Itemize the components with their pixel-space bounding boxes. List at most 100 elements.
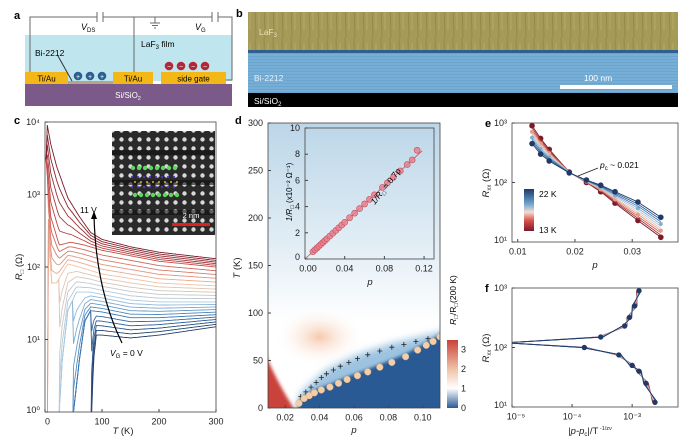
- y-tick-label: 10³: [27, 190, 40, 200]
- pc-pointer: [577, 167, 599, 177]
- atom-marker: [154, 165, 160, 171]
- negative-charge: [188, 61, 198, 71]
- x-axis-label: p: [350, 425, 356, 436]
- negative-charge-sign: −: [167, 64, 171, 71]
- x-tick-label: 300: [208, 417, 223, 427]
- resistance-curve: [45, 159, 216, 275]
- crossover-marker: [425, 336, 431, 342]
- positive-charge: [85, 71, 95, 81]
- atom-marker: [142, 165, 148, 171]
- inset-scale-label: 2 nm: [183, 211, 200, 220]
- vds-label: VDS: [81, 22, 95, 34]
- resistance-curve: [91, 326, 216, 412]
- data-point: [643, 380, 649, 386]
- inset-data-point: [341, 219, 348, 226]
- inset-x-tick-label: 0.04: [336, 264, 354, 274]
- data-point: [658, 234, 664, 241]
- negative-charge-sign: −: [179, 64, 183, 71]
- panel-f-scaling-collapse: f 10⁻⁵ 10⁻⁴ 10⁻³ 10¹ 10² 10³ |p-pc|/T -1/zν Rxx…: [481, 283, 679, 438]
- inset-x-tick-label: 0.00: [299, 264, 317, 274]
- scaled-curve: [511, 290, 642, 343]
- panel-label-c: c: [14, 115, 20, 127]
- scaled-curve: [511, 342, 656, 403]
- panel-label-d: d: [235, 115, 242, 127]
- arrow-head-icon: [91, 211, 97, 219]
- colorbar-tick-label: 3: [461, 345, 466, 355]
- data-point: [530, 129, 535, 134]
- positive-charge-sign: +: [76, 74, 80, 81]
- atom-marker: [150, 192, 156, 198]
- atom-marker: [166, 165, 172, 171]
- x-tick-label: 0.06: [345, 413, 363, 423]
- x-tick-label: 0.10: [414, 413, 432, 423]
- bi2212-layer-label: Bi-2212: [254, 73, 284, 83]
- resistance-curve: [45, 159, 216, 266]
- atom-marker: [144, 192, 150, 198]
- crossover-marker: [377, 348, 383, 354]
- inset-data-point: [390, 174, 397, 181]
- x-tick-label: 0.02: [276, 413, 294, 423]
- tc-marker: [402, 353, 410, 361]
- resistance-curve: [47, 239, 216, 303]
- y-tick-label: 10¹: [494, 235, 507, 245]
- data-point: [658, 214, 664, 221]
- panel-a-device-schematic: a VDS VG LaF3 film Bi-2212 Ti/Au Ti/Au s…: [14, 10, 233, 106]
- resistance-curve: [45, 125, 216, 260]
- data-point: [658, 228, 663, 233]
- scaled-curve: [511, 342, 654, 403]
- scaled-curve: [511, 342, 658, 403]
- inset-data-point: [403, 161, 411, 168]
- y-tick-label: 100: [248, 308, 263, 318]
- electrode-left: [25, 72, 68, 84]
- crossover-marker: [323, 371, 329, 377]
- data-point: [636, 368, 642, 374]
- inset-y-tick-label: 8: [295, 149, 300, 159]
- y-tick-label: 0: [258, 403, 263, 413]
- crossover-marker: [337, 363, 343, 369]
- negative-charge: [176, 61, 186, 71]
- panel-c-resistance-vs-temperature: c 0 100 200 300 10⁰ 10¹ 10² 10³ 10⁴ T (K) R□ (Ω) 11…: [14, 115, 224, 437]
- panel-label-b: b: [236, 8, 243, 20]
- inset-data-point: [366, 196, 373, 203]
- inset-y-tick-label: 10: [290, 123, 300, 133]
- substrate-label: Si/SiO2: [115, 91, 141, 102]
- side-gate-label: side gate: [177, 75, 210, 84]
- bi2212-label: Bi-2212: [35, 48, 65, 58]
- atom-marker: [130, 165, 136, 171]
- atom-marker: [136, 165, 142, 171]
- curves: [45, 125, 216, 412]
- inset-data-point: [371, 191, 378, 199]
- heatmap-orange-region: [274, 306, 365, 367]
- resistance-curve: [58, 281, 216, 412]
- scaled-curve: [511, 290, 641, 343]
- tc-marker: [343, 375, 351, 384]
- scaled-curve: [511, 342, 657, 403]
- scaled-curve: [511, 290, 638, 343]
- resistance-curve: [59, 295, 216, 402]
- data-point: [597, 182, 604, 189]
- tc-marker: [422, 341, 430, 349]
- tc-marker: [436, 333, 440, 341]
- resistance-curve: [45, 154, 216, 265]
- inset-data-point: [413, 146, 421, 154]
- data-point: [612, 188, 618, 195]
- scaled-curve: [511, 342, 655, 403]
- tc-marker: [388, 358, 396, 366]
- data-point: [616, 352, 622, 358]
- atom-marker: [148, 165, 154, 171]
- inset-y-tick-label: 6: [295, 175, 300, 185]
- resistance-curve: [72, 302, 216, 412]
- atom-marker: [172, 165, 178, 171]
- resistance-curve: [58, 286, 216, 412]
- data-point: [658, 221, 663, 226]
- stem-inset-image: 2 nm: [112, 131, 215, 235]
- data-point: [629, 362, 635, 369]
- data-point: [530, 135, 535, 140]
- panel-b-tem-cross-section: b LaF3 Bi-2212 Si/SiO2 100 nm: [236, 8, 678, 108]
- y-tick-label: 200: [248, 213, 263, 223]
- y-tick-label: 250: [248, 166, 263, 176]
- x-tick-label: 200: [151, 417, 166, 427]
- positive-charge: [73, 71, 83, 81]
- resistance-curve: [90, 321, 216, 412]
- data-point: [632, 303, 638, 309]
